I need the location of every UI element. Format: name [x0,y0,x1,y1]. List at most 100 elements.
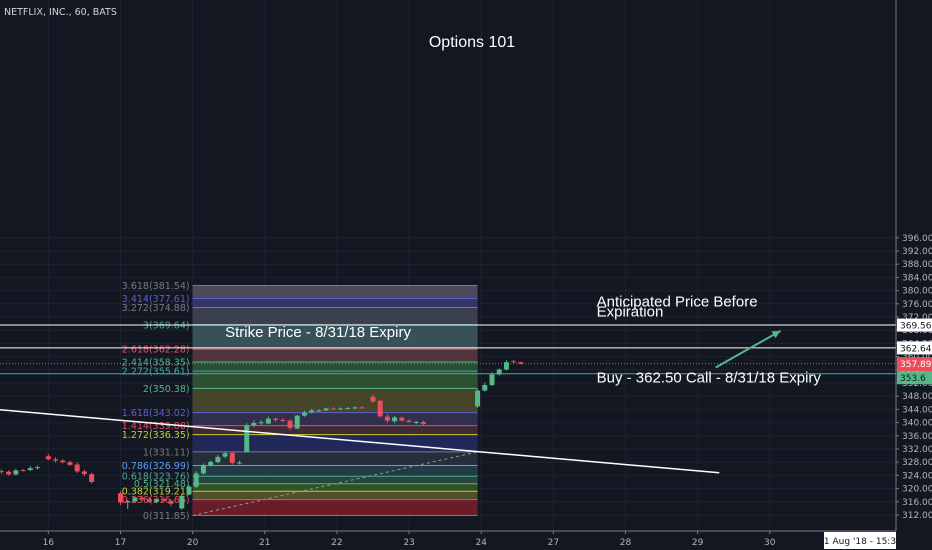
fib-level-label: 0.382(319.21) [122,487,190,498]
price-tick-label: 344.00 [902,405,932,415]
fib-level-label: 1.618(343.02) [122,408,190,419]
candle-body [273,418,279,420]
time-tick-label: 28 [620,538,632,548]
candle-body [330,408,336,410]
time-tick-label: 21 [259,538,270,548]
annotation-text[interactable]: Buy - 362.50 Call - 8/31/18 Expiry [597,369,822,386]
price-badge-label: 357.89 [900,360,932,370]
candle-body [518,362,524,364]
candle-body [280,419,286,421]
candle-body [482,384,488,391]
fib-level-label: 2.414(358.35) [122,358,190,369]
candle-body [359,407,365,409]
candle-body [294,415,300,429]
candle-body [251,422,257,426]
fib-level-label: 0.786(326.99) [122,461,190,472]
fib-zone [192,491,478,500]
candle-body [208,461,214,466]
time-tick-label: 30 [764,538,776,548]
time-tick-label: 27 [548,538,559,548]
fib-zone [192,425,478,435]
price-axis-bg [896,0,932,550]
candle-body [13,470,19,475]
candle-body [420,421,426,424]
price-tick-label: 392.00 [902,247,932,257]
candle-body [125,501,131,503]
candle-body [496,369,502,375]
candle-body [323,408,329,411]
time-tick-label: 24 [475,538,487,548]
candle-body [352,407,358,409]
price-tick-label: 332.00 [902,445,932,455]
fib-level-label: 3.272(374.88) [122,303,190,314]
candle-body [45,456,51,460]
candle-body [89,474,95,482]
price-tick-label: 388.00 [902,260,932,270]
fib-level-label: 0.618(323.76) [122,472,190,483]
trendline[interactable] [0,408,720,474]
candle-body [237,462,243,464]
fib-zone [192,371,478,389]
fib-zone [192,412,478,426]
time-tick-label: 20 [187,538,199,548]
fib-zone [192,483,478,492]
candle-body [0,471,4,473]
price-tick-label: 396.00 [902,234,932,244]
fib-zone [192,451,478,466]
time-badge-label: 31 Aug '18 - 15:30 [818,537,902,547]
fib-zone [192,298,478,308]
price-tick-label: 340.00 [902,419,932,429]
price-tick-label: 384.00 [902,273,932,283]
price-tick-label: 312.00 [902,511,932,521]
candle-body [67,462,73,465]
fib-level-label: 2.618(362.28) [122,345,190,356]
price-tick-label: 376.00 [902,300,932,310]
time-tick-label: 17 [115,538,126,548]
arrow-line[interactable] [715,329,782,369]
candle-body [511,361,517,363]
price-axis[interactable]: 312.00 316.00 320.00 324.00 328.00 332.00 336.… [895,0,932,550]
candle-body [384,416,390,421]
annotation-text[interactable]: Expiration [597,304,664,321]
candle-body [406,420,412,422]
price-tick-label: 320.00 [902,485,932,495]
drawings[interactable] [0,329,782,474]
chart-title: Options 101 [429,34,515,51]
candle-body [117,493,123,503]
price-badge [897,341,932,355]
candle-body [301,412,307,416]
candle-body [287,420,293,428]
candle-body [186,486,192,495]
candle-body [392,417,398,422]
fib-level-label: 2.272(355.61) [122,367,190,378]
fib-base-dashed-line [192,451,478,516]
fib-level-label: 0(311.85) [143,511,190,522]
time-badge [824,532,896,549]
candle-body [215,456,221,463]
fib-zone [192,499,478,516]
horizontal-lines[interactable] [0,324,896,375]
fib-zone [192,324,478,350]
time-tick-label: 29 [692,538,704,548]
time-tick-label: 16 [43,538,55,548]
fib-zone [192,349,478,363]
text-annotations[interactable]: Strike Price - 8/31/18 Expiry Anticipated… [225,293,821,386]
annotation-text[interactable]: Strike Price - 8/31/18 Expiry [225,324,411,341]
candle-body [244,425,250,452]
fib-level-label: 1(331.11) [143,447,190,458]
price-badge [897,318,932,332]
time-axis[interactable]: 16 17 20 21 22 23 24 27 28 29 30 31 Aug '18 - 15:30 [0,530,902,550]
candle-body [309,410,315,413]
price-badge-label: 353.6 [900,374,926,384]
price-tick-label: 348.00 [902,392,932,402]
candle-body [6,471,12,475]
fib-level-label: 2(350.38) [143,384,190,395]
candle-body [503,362,509,370]
price-tick-label: 328.00 [902,458,932,468]
candle-body [258,422,264,424]
candle-body [475,390,481,407]
annotation-text[interactable]: Anticipated Price Before [597,293,758,310]
candle-body [345,408,351,410]
candle-body [229,452,235,463]
